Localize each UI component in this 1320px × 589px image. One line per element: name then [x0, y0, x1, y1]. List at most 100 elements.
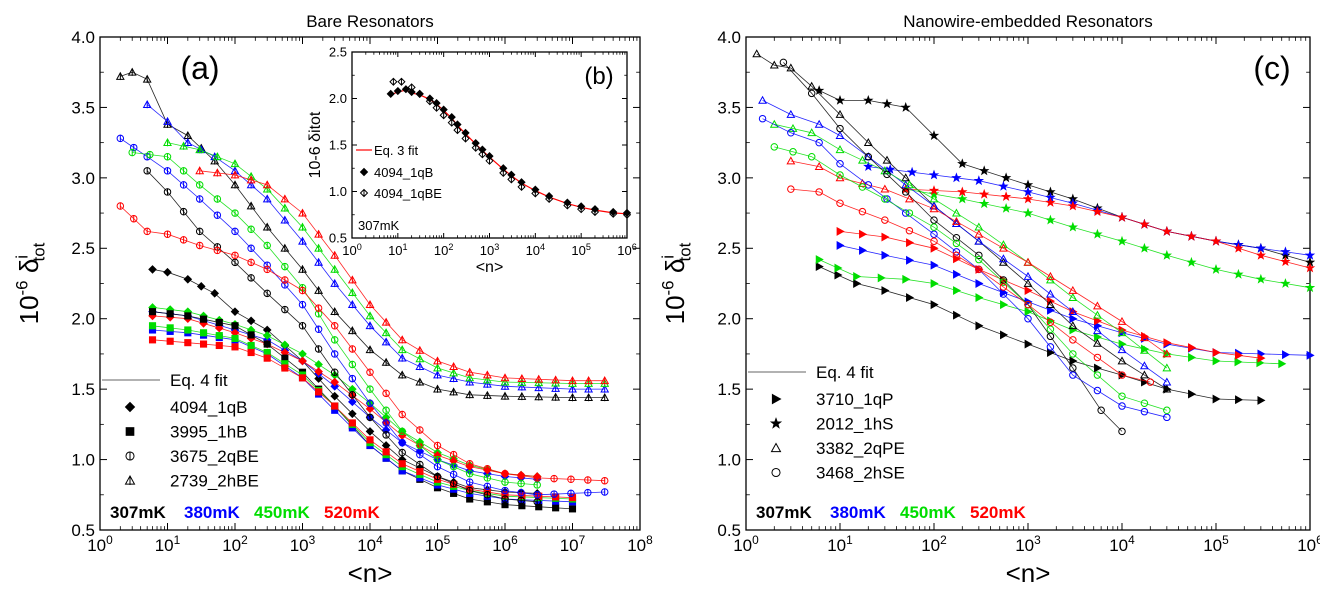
- data-point: [999, 290, 1008, 298]
- data-point: [1280, 246, 1291, 257]
- data-point: [1023, 257, 1033, 266]
- data-point: [1094, 316, 1103, 326]
- data-point: [247, 331, 255, 339]
- data-point: [1306, 350, 1315, 360]
- data-point: [1210, 235, 1222, 246]
- y-tick-label: 3.0: [71, 169, 95, 188]
- inset-data-point: [407, 87, 416, 97]
- data-point: [906, 238, 915, 248]
- data-point: [1118, 402, 1126, 410]
- data-point: [1161, 249, 1173, 260]
- data-point: [1045, 289, 1055, 298]
- data-point: [1093, 353, 1102, 362]
- data-point: [758, 114, 767, 123]
- data-point: [1118, 371, 1126, 379]
- temperature-label-520mK: 520mK: [324, 503, 380, 522]
- legend-marker-3995_1hB: [125, 427, 135, 436]
- data-point: [786, 109, 796, 118]
- data-point: [552, 504, 560, 512]
- data-point: [998, 254, 1008, 263]
- panel-label: (a): [180, 50, 219, 86]
- data-point: [314, 367, 323, 376]
- data-point: [247, 348, 255, 357]
- data-point: [881, 286, 890, 295]
- data-point: [975, 321, 984, 331]
- data-point: [148, 308, 157, 316]
- data-point: [210, 289, 219, 298]
- data-point: [859, 229, 868, 239]
- data-point: [998, 180, 1009, 191]
- data-point: [1162, 349, 1172, 358]
- data-point: [1304, 262, 1316, 273]
- data-point: [1046, 332, 1055, 341]
- panel-title: Nanowire-embedded Resonators: [903, 12, 1152, 31]
- data-point: [1092, 338, 1102, 347]
- data-point: [769, 60, 779, 69]
- data-point: [858, 207, 867, 216]
- y-tick-label: 0.5: [717, 521, 741, 540]
- data-point: [1257, 395, 1266, 405]
- data-point: [1093, 386, 1102, 395]
- data-point: [1163, 406, 1171, 415]
- x-tick-label: 106: [617, 242, 637, 258]
- data-point: [834, 94, 846, 105]
- fit-line-2012_1hS-520mK: [905, 188, 1311, 269]
- data-point: [314, 360, 323, 369]
- data-point: [863, 161, 874, 171]
- data-point: [247, 341, 255, 350]
- data-point: [215, 341, 223, 350]
- legend-fit-label: Eq. 4 fit: [170, 371, 228, 390]
- data-point: [262, 331, 272, 340]
- data-point: [975, 293, 984, 303]
- data-point: [752, 49, 762, 58]
- data-point: [906, 166, 918, 177]
- inset-data-point: [386, 89, 395, 98]
- panel-c-nanowire-resonators: 100 101 102 103 104 105 106 0.5 1.0 1.5 2.0 2.5 3.0 3…: [659, 12, 1320, 588]
- data-point: [957, 186, 968, 197]
- data-point: [1255, 249, 1267, 260]
- data-point: [881, 250, 890, 260]
- data-point: [382, 448, 390, 456]
- data-point: [758, 95, 768, 104]
- data-point: [835, 130, 845, 139]
- data-point: [807, 81, 817, 90]
- data-point: [998, 240, 1008, 249]
- x-tick-label: 104: [357, 533, 383, 555]
- data-point: [881, 232, 890, 242]
- data-point: [1000, 191, 1012, 202]
- legend-marker-3382_2qPE: [770, 442, 782, 453]
- data-point: [365, 404, 375, 414]
- temperature-label-380mK: 380mK: [184, 503, 240, 522]
- data-point: [1139, 345, 1149, 354]
- data-point: [183, 274, 193, 284]
- data-point: [928, 130, 940, 140]
- data-point: [883, 195, 891, 203]
- data-point: [1046, 318, 1055, 326]
- inset-legend-marker-1: [359, 167, 369, 177]
- x-tick-label: 106: [1297, 533, 1320, 555]
- data-point: [1163, 338, 1172, 348]
- data-point: [199, 329, 208, 337]
- data-point: [1069, 364, 1077, 372]
- y-tick-label: 2.5: [71, 239, 95, 258]
- data-point: [1210, 263, 1222, 274]
- data-point: [807, 89, 816, 98]
- data-point: [1092, 206, 1103, 217]
- data-point: [331, 402, 339, 410]
- data-point: [1069, 356, 1078, 366]
- data-point: [863, 94, 874, 105]
- data-point: [199, 340, 208, 348]
- y-tick-label: 2.5: [717, 239, 741, 258]
- y-tick-label: 3.0: [717, 169, 741, 188]
- x-tick-label: 103: [290, 533, 316, 555]
- data-point: [779, 58, 788, 67]
- data-point: [904, 194, 914, 203]
- data-point: [246, 316, 256, 326]
- data-point: [314, 374, 323, 383]
- data-point: [979, 188, 990, 199]
- data-point: [1257, 353, 1266, 363]
- inset-legend-fit-label: Eq. 3 fit: [374, 143, 418, 158]
- y-tick-label: 1.0: [71, 451, 95, 470]
- data-point: [957, 158, 968, 169]
